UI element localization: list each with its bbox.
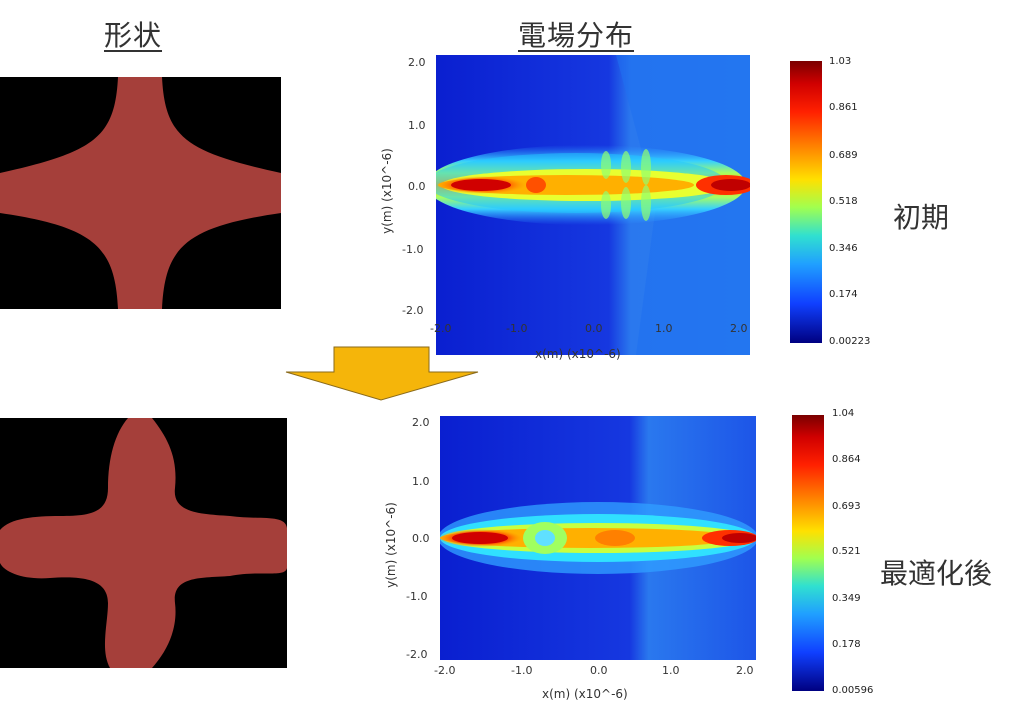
x-tick: -1.0 <box>506 322 528 335</box>
colorbar-tick: 0.864 <box>832 454 861 465</box>
initial-field-plot: 2.0 1.0 0.0 -1.0 -2.0 -2.0 -1.0 0.0 1.0 … <box>372 44 882 374</box>
colorbar-tick: 1.03 <box>829 56 852 67</box>
colorbar-tick: 0.00596 <box>832 685 874 696</box>
x-tick: 1.0 <box>655 322 673 335</box>
x-axis-label: x(m) (x10^-6) <box>535 347 621 361</box>
x-tick: -2.0 <box>430 322 452 335</box>
field-column-header: 電場分布 <box>518 19 635 52</box>
y-tick: -2.0 <box>402 304 424 317</box>
y-axis-label: y(m) (x10^-6) <box>383 502 398 588</box>
colorbar-tick: 0.861 <box>829 102 858 113</box>
y-tick: 0.0 <box>408 180 426 193</box>
y-tick: 2.0 <box>412 416 430 429</box>
colorbar <box>792 415 824 691</box>
optimized-cross-shape <box>0 418 287 668</box>
x-tick: 0.0 <box>590 664 608 677</box>
y-tick: 1.0 <box>412 475 430 488</box>
initial-field-heatmap <box>436 55 750 355</box>
x-tick: -1.0 <box>511 664 533 677</box>
down-arrow <box>282 346 482 406</box>
y-tick: 2.0 <box>408 56 426 69</box>
x-tick: -2.0 <box>434 664 456 677</box>
x-tick: 1.0 <box>662 664 680 677</box>
colorbar-tick: 0.349 <box>832 593 861 604</box>
x-tick: 2.0 <box>736 664 754 677</box>
x-tick: 0.0 <box>585 322 603 335</box>
colorbar-tick: 0.518 <box>829 196 858 207</box>
colorbar-tick: 0.693 <box>832 501 861 512</box>
colorbar-tick: 0.346 <box>829 243 858 254</box>
colorbar-tick: 0.689 <box>829 150 858 161</box>
colorbar-tick: 0.00223 <box>829 336 871 347</box>
initial-shape-image <box>0 77 281 309</box>
optimized-field-plot: 2.0 1.0 0.0 -1.0 -2.0 -2.0 -1.0 0.0 1.0 … <box>372 398 882 710</box>
colorbar-tick: 0.521 <box>832 546 861 557</box>
y-tick: 1.0 <box>408 119 426 132</box>
y-tick: -2.0 <box>406 648 428 661</box>
optimized-shape-image <box>0 418 287 668</box>
colorbar-tick: 1.04 <box>832 408 855 419</box>
colorbar <box>790 61 822 343</box>
colorbar-tick: 0.174 <box>829 289 858 300</box>
row-label-optimized: 最適化後 <box>880 557 993 590</box>
y-tick: 0.0 <box>412 532 430 545</box>
row-label-initial: 初期 <box>893 201 950 234</box>
y-axis-label: y(m) (x10^-6) <box>379 148 394 234</box>
x-tick: 2.0 <box>730 322 748 335</box>
shape-column-header: 形状 <box>104 19 163 52</box>
x-axis-label: x(m) (x10^-6) <box>542 687 628 701</box>
y-tick: -1.0 <box>406 590 428 603</box>
optimized-field-heatmap <box>440 416 756 660</box>
colorbar-tick: 0.178 <box>832 639 861 650</box>
y-tick: -1.0 <box>402 243 424 256</box>
